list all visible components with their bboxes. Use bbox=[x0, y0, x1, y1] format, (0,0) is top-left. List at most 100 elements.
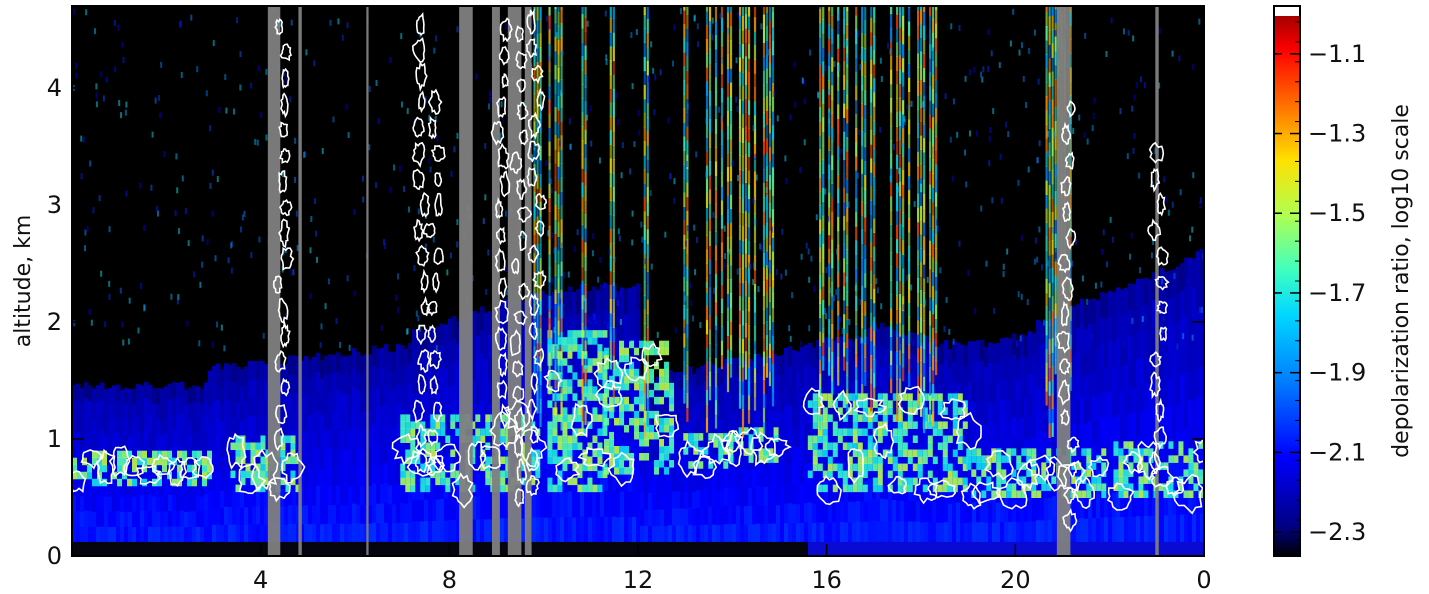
boundary-layer-cell bbox=[488, 357, 493, 381]
boundary-layer-cell bbox=[756, 391, 761, 411]
aerosol-cell bbox=[290, 456, 296, 465]
boundary-layer-cell bbox=[760, 505, 765, 524]
boundary-layer-cell bbox=[168, 494, 173, 511]
boundary-layer-cell bbox=[352, 406, 357, 427]
boundary-layer-cell bbox=[364, 391, 369, 412]
boundary-layer-cell bbox=[188, 433, 193, 450]
boundary-layer-cell bbox=[140, 385, 145, 402]
noise-streak-cell bbox=[714, 6, 718, 22]
boundary-layer-cell bbox=[208, 507, 213, 526]
boundary-layer-cell bbox=[572, 316, 577, 343]
boundary-layer-cell bbox=[204, 510, 209, 527]
noise-streak-cell bbox=[584, 326, 587, 341]
aerosol-cell bbox=[952, 449, 958, 458]
boundary-layer-cell bbox=[588, 316, 593, 342]
boundary-layer-cell bbox=[440, 520, 445, 543]
boundary-layer-cell bbox=[796, 408, 801, 429]
boundary-layer-cell bbox=[136, 494, 141, 511]
boundary-layer-cell bbox=[308, 377, 313, 397]
aerosol-cell bbox=[1138, 448, 1144, 456]
boundary-layer-cell bbox=[696, 420, 701, 439]
surface-strip bbox=[972, 541, 977, 556]
noise-streak-cell bbox=[720, 312, 724, 328]
boundary-layer-cell bbox=[992, 363, 997, 385]
noise-streak-cell bbox=[584, 185, 587, 201]
noise-streak-cell bbox=[548, 281, 551, 297]
noise-streak-cell bbox=[720, 172, 724, 187]
boundary-layer-cell bbox=[716, 489, 721, 508]
boundary-layer-cell bbox=[880, 344, 885, 368]
aerosol-cell bbox=[557, 414, 563, 422]
aerosol-cell bbox=[922, 484, 928, 493]
boundary-layer-cell bbox=[916, 500, 921, 522]
boundary-layer-cell bbox=[792, 446, 797, 466]
boundary-layer-cell bbox=[1120, 340, 1125, 366]
boundary-layer-cell bbox=[1096, 396, 1101, 422]
boundary-layer-cell bbox=[340, 448, 345, 468]
boundary-layer-cell bbox=[940, 363, 945, 384]
boundary-layer-cell bbox=[248, 397, 253, 416]
boundary-layer-cell bbox=[288, 374, 293, 394]
aerosol-cell bbox=[659, 453, 665, 461]
boundary-layer-cell bbox=[704, 488, 709, 507]
noise-streak-cell bbox=[741, 114, 745, 129]
boundary-layer-cell bbox=[320, 469, 325, 488]
boundary-layer-cell bbox=[124, 495, 129, 512]
boundary-layer-cell bbox=[848, 379, 853, 401]
boundary-layer-cell bbox=[1120, 491, 1125, 518]
boundary-layer-cell bbox=[312, 467, 317, 487]
aerosol-cell bbox=[520, 449, 526, 458]
boundary-layer-cell bbox=[448, 363, 453, 387]
surface-strip bbox=[564, 541, 569, 556]
boundary-layer-cell bbox=[124, 526, 129, 543]
aerosol-cell bbox=[1031, 448, 1037, 456]
noise-streak-cell bbox=[554, 149, 557, 164]
surface-strip bbox=[928, 541, 933, 556]
boundary-layer-cell bbox=[1076, 327, 1081, 353]
boundary-layer-cell bbox=[932, 338, 937, 360]
boundary-layer-cell bbox=[376, 406, 381, 427]
noise-streak-cell bbox=[765, 236, 769, 252]
boundary-layer-cell bbox=[632, 490, 637, 517]
aerosol-cell bbox=[1193, 483, 1199, 491]
boundary-layer-cell bbox=[500, 517, 505, 543]
noise-streak-cell bbox=[584, 87, 587, 103]
boundary-layer-cell bbox=[688, 471, 693, 490]
boundary-layer-cell bbox=[472, 357, 477, 381]
boundary-layer-cell bbox=[380, 503, 385, 524]
boundary-layer-cell bbox=[444, 498, 449, 521]
boundary-layer-cell bbox=[784, 464, 789, 485]
noise-streak-cell bbox=[536, 398, 539, 414]
aerosol-cell bbox=[654, 467, 660, 475]
surface-strip bbox=[416, 541, 421, 556]
boundary-layer-cell bbox=[212, 436, 217, 455]
boundary-layer-cell bbox=[1044, 497, 1049, 521]
aerosol-cell bbox=[197, 457, 202, 466]
aerosol-cell bbox=[572, 330, 578, 338]
aerosol-cell bbox=[862, 393, 868, 401]
aerosol-cell bbox=[122, 450, 127, 459]
aerosol-cell bbox=[867, 435, 873, 443]
boundary-layer-cell bbox=[184, 511, 189, 528]
aerosol-cell bbox=[1123, 469, 1129, 477]
aerosol-cell bbox=[250, 449, 256, 458]
boundary-layer-cell bbox=[100, 382, 105, 399]
boundary-layer-cell bbox=[876, 328, 881, 351]
noise-streak-cell bbox=[554, 317, 557, 333]
boundary-layer-cell bbox=[320, 450, 325, 470]
noise-streak-cell bbox=[747, 114, 751, 129]
boundary-layer-cell bbox=[724, 359, 729, 378]
noise-streak-cell bbox=[705, 221, 709, 237]
boundary-layer-cell bbox=[320, 360, 325, 379]
surface-strip bbox=[1144, 541, 1149, 556]
boundary-layer-cell bbox=[684, 508, 689, 526]
boundary-layer-cell bbox=[1020, 417, 1025, 439]
aerosol-cell bbox=[743, 427, 749, 435]
boundary-layer-cell bbox=[128, 388, 133, 405]
boundary-layer-cell bbox=[640, 508, 645, 526]
aerosol-cell bbox=[817, 484, 823, 493]
noise-streak-cell bbox=[581, 154, 584, 169]
aerosol-cell bbox=[137, 457, 142, 466]
boundary-layer-cell bbox=[380, 464, 385, 485]
boundary-layer-cell bbox=[180, 493, 185, 511]
